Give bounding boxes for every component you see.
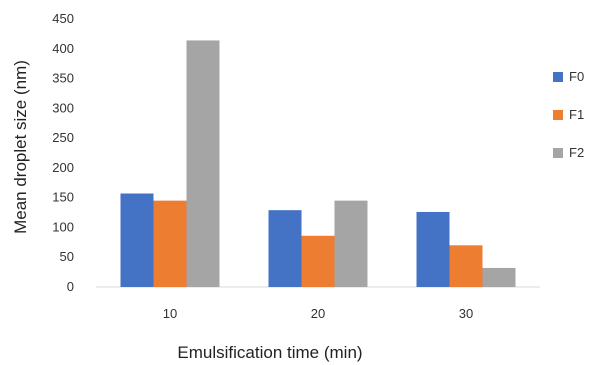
y-tick-label: 300 <box>52 100 74 115</box>
x-tick-label: 20 <box>311 306 325 321</box>
legend-swatch-f0 <box>553 72 563 82</box>
y-tick-label: 100 <box>52 219 74 234</box>
legend-label-f2: F2 <box>569 145 584 160</box>
y-tick-label: 200 <box>52 160 74 175</box>
y-tick-label: 250 <box>52 130 74 145</box>
x-axis-title: Emulsification time (min) <box>177 343 362 362</box>
bar-f2-20 <box>334 200 368 287</box>
y-axis-title: Mean droplet size (nm) <box>11 60 30 234</box>
x-tick-label: 30 <box>459 306 473 321</box>
bar-f1-20 <box>301 235 335 287</box>
y-axis-tick-labels: 0 50 100 150 200 250 300 350 400 450 <box>52 11 74 294</box>
legend: F0 F1 F2 <box>553 69 584 160</box>
legend-label-f1: F1 <box>569 107 584 122</box>
y-tick-label: 450 <box>52 11 74 26</box>
bar-f0-30 <box>416 211 450 287</box>
x-tick-label: 10 <box>163 306 177 321</box>
bar-f1-30 <box>449 245 483 287</box>
y-tick-label: 0 <box>67 279 74 294</box>
bar-f0-10 <box>120 193 154 287</box>
bar-f0-20 <box>268 210 302 287</box>
bar-f2-30 <box>482 267 516 287</box>
bar-group <box>120 40 516 287</box>
bar-f2-10 <box>186 40 220 287</box>
y-tick-label: 150 <box>52 190 74 205</box>
legend-label-f0: F0 <box>569 69 584 84</box>
legend-swatch-f2 <box>553 148 563 158</box>
legend-swatch-f1 <box>553 110 563 120</box>
y-tick-label: 350 <box>52 71 74 86</box>
y-tick-label: 50 <box>60 249 74 264</box>
bar-f1-10 <box>153 200 187 287</box>
x-axis-tick-labels: 10 20 30 <box>163 306 473 321</box>
y-tick-label: 400 <box>52 41 74 56</box>
